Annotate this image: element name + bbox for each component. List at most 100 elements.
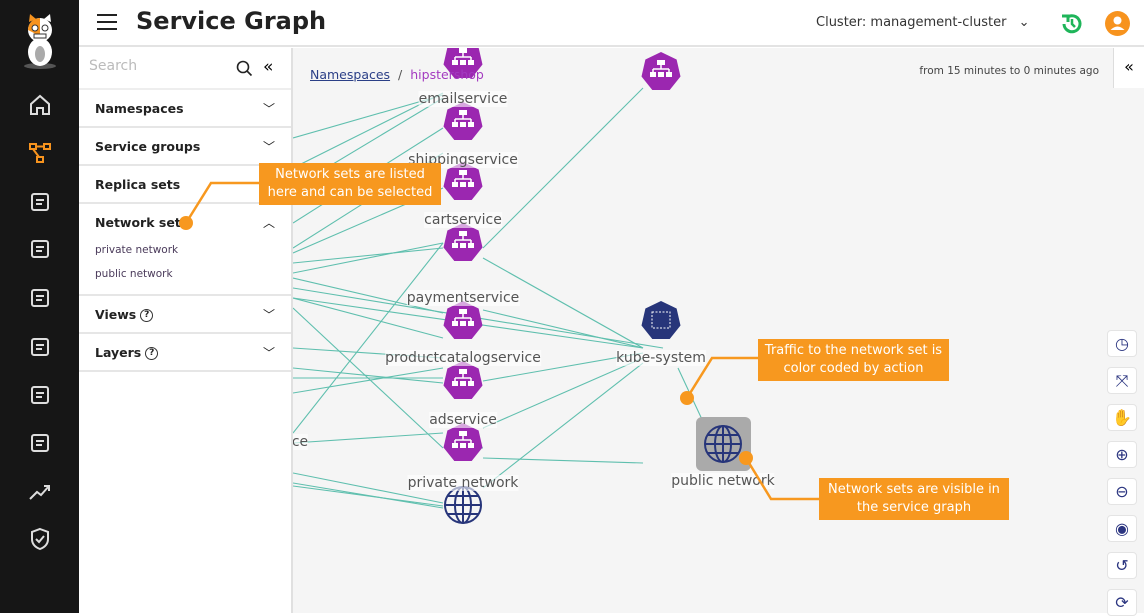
network-set-item[interactable]: private network (95, 244, 179, 256)
graph-edge[interactable] (293, 472, 444, 504)
chevron-down-icon: ⌄ (1018, 15, 1030, 30)
globe-icon[interactable] (444, 486, 482, 524)
section-label: Layers? (95, 345, 159, 360)
endpoints-icon[interactable] (25, 234, 55, 264)
page-title: Service Graph (136, 7, 327, 35)
filter-panel: « Namespaces ﹀ Service groups ﹀ Replica sets… (79, 48, 293, 613)
policies-icon[interactable] (25, 187, 55, 217)
refresh-icon[interactable]: ⟳ (1107, 589, 1137, 616)
nav-rail (0, 0, 79, 613)
dashboards-icon[interactable] (25, 428, 55, 458)
graph-svg (293, 48, 751, 524)
section-label-text: Namespaces (95, 101, 184, 116)
header: Service Graph Cluster: management-cluste… (79, 0, 1144, 47)
service-graph-canvas[interactable]: Namespaces / hipstershop from 15 minutes… (293, 48, 1144, 613)
security-icon[interactable] (25, 524, 55, 554)
graph-edge[interactable] (482, 357, 644, 429)
svc-node-cartservice[interactable] (443, 223, 483, 261)
breadcrumb-namespaces[interactable]: Namespaces (310, 67, 391, 82)
section-label: Replica sets (95, 177, 180, 192)
section-label: Service groups (95, 139, 200, 154)
section-label-text: Service groups (95, 139, 201, 154)
section-label-text: Replica sets (95, 177, 181, 192)
search-input[interactable] (89, 58, 229, 74)
clock-icon[interactable]: ◷ (1107, 330, 1137, 357)
hamburger-menu-icon[interactable] (97, 14, 117, 30)
user-avatar-icon[interactable] (1105, 11, 1130, 36)
chevron-up-icon[interactable]: ︿ (262, 216, 275, 230)
zoom-in-icon[interactable]: ⊕ (1107, 441, 1137, 468)
globe-icon[interactable] (704, 425, 742, 463)
graph-edge[interactable] (482, 457, 644, 464)
section-network-sets[interactable]: Network sets ︿ private network public netwo… (79, 204, 291, 296)
history-icon[interactable] (1059, 11, 1085, 37)
svc-node[interactable] (641, 52, 681, 90)
callout: Traffic to the network set is color code… (758, 339, 949, 381)
graph-edge[interactable] (293, 367, 444, 394)
zoom-out-icon[interactable]: ⊖ (1107, 478, 1137, 505)
section-service-groups[interactable]: Service groups ﹀ (79, 128, 291, 166)
node-label: productcatalogservice (385, 350, 541, 366)
svc-node-paymentservice[interactable] (443, 301, 483, 339)
section-views[interactable]: Views? ﹀ (79, 296, 291, 334)
graph-edge[interactable] (293, 94, 444, 139)
graph-edge[interactable] (482, 257, 644, 349)
svc-node-adservice[interactable] (443, 423, 483, 461)
graph-edge[interactable] (293, 242, 444, 274)
chevron-down-icon[interactable]: ﹀ (262, 308, 275, 322)
graph-edge[interactable] (293, 297, 444, 339)
expand-right-panel-button[interactable]: « (1113, 48, 1144, 88)
home-icon[interactable] (25, 90, 55, 120)
pan-icon[interactable]: ✋ (1107, 404, 1137, 431)
section-label: Network sets (95, 215, 188, 230)
svc-node-productcatalogservice[interactable] (443, 361, 483, 399)
section-label-text: Network sets (95, 215, 189, 230)
svc-node[interactable] (443, 48, 483, 78)
section-namespaces[interactable]: Namespaces ﹀ (79, 90, 291, 128)
service-graph-icon[interactable] (25, 138, 55, 168)
breadcrumb-current: hipstershop (410, 67, 484, 82)
fit-icon[interactable]: ⤧ (1107, 367, 1137, 394)
undo-icon[interactable]: ↺ (1107, 552, 1137, 579)
compliance-icon[interactable] (25, 380, 55, 410)
cluster-label: Cluster: management-cluster (816, 15, 1007, 30)
graph-edge[interactable] (482, 362, 644, 489)
help-icon[interactable]: ? (140, 309, 154, 322)
cluster-selector[interactable]: Cluster: management-cluster ⌄ (816, 15, 1029, 30)
svc-node-emailservice[interactable] (443, 102, 483, 140)
graph-edge[interactable] (293, 92, 444, 169)
graph-edge[interactable] (482, 87, 644, 249)
filter-sections: Namespaces﹀Service groups﹀Replica sets﹀N… (79, 90, 291, 372)
breadcrumb: Namespaces / hipstershop (310, 67, 484, 82)
section-label-text: Layers (95, 345, 142, 360)
network-icon[interactable] (25, 283, 55, 313)
namespaces-icon[interactable] (25, 332, 55, 362)
collapse-panel-icon[interactable]: « (263, 57, 274, 77)
search-box: « (79, 48, 291, 90)
graph-edge[interactable] (482, 309, 644, 349)
time-range: from 15 minutes to 0 minutes ago (919, 65, 1099, 77)
graph-edge[interactable] (293, 367, 444, 384)
graph-edge[interactable] (293, 485, 444, 507)
section-label: Namespaces (95, 101, 184, 116)
graph-edge[interactable] (293, 277, 444, 314)
chevron-down-icon[interactable]: ﹀ (262, 346, 275, 360)
graph-edge[interactable] (293, 242, 444, 434)
section-layers[interactable]: Layers? ﹀ (79, 334, 291, 372)
svc-node-shippingservice[interactable] (443, 162, 483, 200)
graph-edge[interactable] (293, 432, 444, 444)
graph-edge[interactable] (293, 247, 444, 264)
eye-icon[interactable]: ◉ (1107, 515, 1137, 542)
node-label: kube-system (616, 350, 706, 366)
node-label: private network (407, 475, 519, 491)
chevron-down-icon[interactable]: ﹀ (262, 140, 275, 154)
help-icon[interactable]: ? (145, 347, 159, 360)
node-label: public network (671, 473, 775, 489)
network-set-item[interactable]: public network (95, 268, 173, 280)
chevron-down-icon[interactable]: ﹀ (262, 102, 275, 116)
activity-icon[interactable] (25, 477, 55, 507)
node-label: adservice (429, 412, 497, 428)
search-icon[interactable] (236, 60, 253, 77)
namespace-node-icon[interactable] (641, 301, 681, 339)
node-label: emailservice (418, 91, 508, 107)
